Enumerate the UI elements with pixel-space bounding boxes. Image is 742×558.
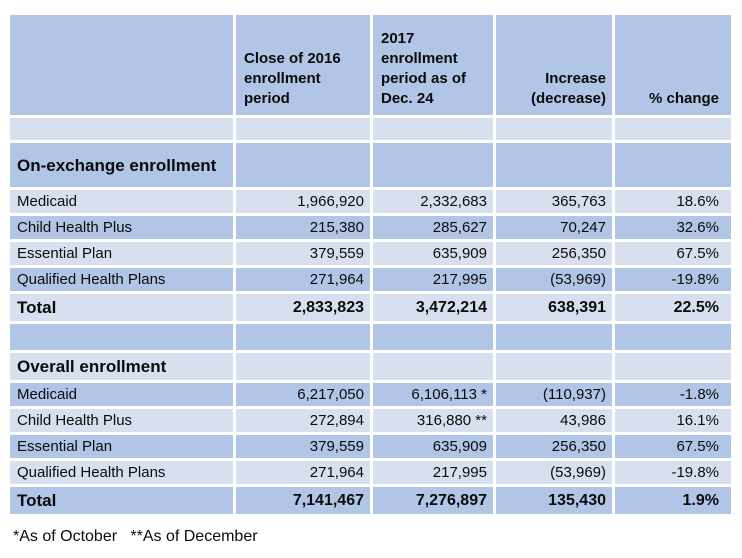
row-label: Essential Plan bbox=[10, 435, 233, 458]
total-value: 2,833,823 bbox=[236, 294, 370, 321]
cell-value: -1.8% bbox=[615, 383, 731, 406]
cell-value: 271,964 bbox=[236, 461, 370, 484]
row-label: Child Health Plus bbox=[10, 409, 233, 432]
row-label: Qualified Health Plans bbox=[10, 461, 233, 484]
cell-value: (110,937) bbox=[496, 383, 612, 406]
cell-value: (53,969) bbox=[496, 461, 612, 484]
cell-value: -19.8% bbox=[615, 461, 731, 484]
cell-value: 6,106,113 * bbox=[373, 383, 493, 406]
cell-value: -19.8% bbox=[615, 268, 731, 291]
total-value: 22.5% bbox=[615, 294, 731, 321]
total-row-on-exchange: Total 2,833,823 3,472,214 638,391 22.5% bbox=[10, 294, 731, 321]
table-row: Child Health Plus 272,894 316,880 ** 43,… bbox=[10, 409, 731, 432]
table-row: Medicaid 6,217,050 6,106,113 * (110,937)… bbox=[10, 383, 731, 406]
cell-value: 70,247 bbox=[496, 216, 612, 239]
cell-value: 18.6% bbox=[615, 190, 731, 213]
enrollment-table-container: Close of 2016 enrollment period 2017 enr… bbox=[7, 12, 734, 517]
cell-value: 217,995 bbox=[373, 461, 493, 484]
total-label: Total bbox=[10, 294, 233, 321]
cell-value: 272,894 bbox=[236, 409, 370, 432]
spacer-row bbox=[10, 324, 731, 350]
total-row-overall: Total 7,141,467 7,276,897 135,430 1.9% bbox=[10, 487, 731, 514]
cell-value: 256,350 bbox=[496, 242, 612, 265]
cell-value: 6,217,050 bbox=[236, 383, 370, 406]
section-title: On-exchange enrollment bbox=[10, 143, 233, 187]
cell-value: 285,627 bbox=[373, 216, 493, 239]
row-label: Child Health Plus bbox=[10, 216, 233, 239]
table-row: Essential Plan 379,559 635,909 256,350 6… bbox=[10, 242, 731, 265]
enrollment-table: Close of 2016 enrollment period 2017 enr… bbox=[7, 12, 734, 517]
cell-value: 316,880 ** bbox=[373, 409, 493, 432]
cell-value: 635,909 bbox=[373, 435, 493, 458]
cell-value: 635,909 bbox=[373, 242, 493, 265]
cell-value: 379,559 bbox=[236, 242, 370, 265]
total-value: 135,430 bbox=[496, 487, 612, 514]
cell-value: 217,995 bbox=[373, 268, 493, 291]
column-header-blank bbox=[10, 15, 233, 115]
section-header-row-on-exchange: On-exchange enrollment bbox=[10, 143, 731, 187]
total-value: 7,276,897 bbox=[373, 487, 493, 514]
row-label: Medicaid bbox=[10, 383, 233, 406]
cell-value: 16.1% bbox=[615, 409, 731, 432]
table-row: Child Health Plus 215,380 285,627 70,247… bbox=[10, 216, 731, 239]
total-label: Total bbox=[10, 487, 233, 514]
table-header-row: Close of 2016 enrollment period 2017 enr… bbox=[10, 15, 731, 115]
cell-value: 32.6% bbox=[615, 216, 731, 239]
spacer-row bbox=[10, 118, 731, 140]
cell-value: 67.5% bbox=[615, 435, 731, 458]
cell-value: 271,964 bbox=[236, 268, 370, 291]
cell-value: 379,559 bbox=[236, 435, 370, 458]
cell-value: 2,332,683 bbox=[373, 190, 493, 213]
column-header-pct-change: % change bbox=[615, 15, 731, 115]
column-header-2017: 2017 enrollment period as of Dec. 24 bbox=[373, 15, 493, 115]
cell-value: 215,380 bbox=[236, 216, 370, 239]
table-row: Qualified Health Plans 271,964 217,995 (… bbox=[10, 461, 731, 484]
total-value: 638,391 bbox=[496, 294, 612, 321]
cell-value: (53,969) bbox=[496, 268, 612, 291]
table-row: Medicaid 1,966,920 2,332,683 365,763 18.… bbox=[10, 190, 731, 213]
table-row: Essential Plan 379,559 635,909 256,350 6… bbox=[10, 435, 731, 458]
total-value: 3,472,214 bbox=[373, 294, 493, 321]
row-label: Medicaid bbox=[10, 190, 233, 213]
column-header-2016: Close of 2016 enrollment period bbox=[236, 15, 370, 115]
section-title: Overall enrollment bbox=[10, 353, 233, 380]
cell-value: 1,966,920 bbox=[236, 190, 370, 213]
column-header-increase: Increase (decrease) bbox=[496, 15, 612, 115]
cell-value: 67.5% bbox=[615, 242, 731, 265]
row-label: Essential Plan bbox=[10, 242, 233, 265]
cell-value: 43,986 bbox=[496, 409, 612, 432]
cell-value: 256,350 bbox=[496, 435, 612, 458]
total-value: 1.9% bbox=[615, 487, 731, 514]
footnote: *As of October **As of December bbox=[13, 528, 258, 545]
cell-value: 365,763 bbox=[496, 190, 612, 213]
total-value: 7,141,467 bbox=[236, 487, 370, 514]
section-header-row-overall: Overall enrollment bbox=[10, 353, 731, 380]
row-label: Qualified Health Plans bbox=[10, 268, 233, 291]
table-row: Qualified Health Plans 271,964 217,995 (… bbox=[10, 268, 731, 291]
